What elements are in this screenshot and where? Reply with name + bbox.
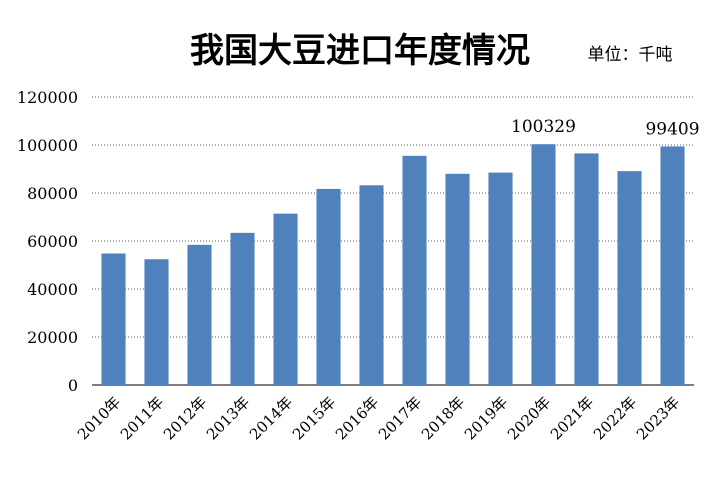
x-tick-label: 2017年: [375, 393, 425, 443]
chart-title: 我国大豆进口年度情况: [190, 31, 530, 71]
x-tick-label: 2020年: [504, 393, 554, 443]
y-tick-label: 40000: [27, 280, 78, 299]
unit-label: 单位：千吨: [588, 45, 673, 65]
bar: [316, 188, 341, 385]
x-tick-label: 2010年: [74, 393, 124, 443]
bar: [617, 171, 642, 385]
bar: [230, 232, 255, 385]
bar: [660, 146, 685, 385]
data-label: 100329: [511, 117, 576, 137]
x-axis-ticks: 2010年2011年2012年2013年2014年2015年2016年2017年…: [74, 393, 683, 443]
y-tick-label: 20000: [27, 328, 78, 347]
y-tick-label: 120000: [17, 88, 78, 107]
x-tick-label: 2021年: [547, 393, 597, 443]
bars: [101, 144, 685, 385]
bar: [144, 259, 169, 385]
bar: [359, 185, 384, 385]
bar: [445, 173, 470, 385]
x-tick-label: 2022年: [590, 393, 640, 443]
bar: [531, 144, 556, 385]
bar: [574, 153, 599, 385]
x-tick-label: 2012年: [160, 393, 210, 443]
x-tick-label: 2013年: [203, 393, 253, 443]
x-tick-label: 2011年: [117, 393, 167, 443]
y-axis-ticks: 0 20000 40000 60000 80000 100000 120000: [17, 88, 78, 395]
y-tick-label: 100000: [17, 136, 78, 155]
data-labels: 100329 99409: [511, 117, 700, 139]
y-tick-label: 0: [68, 376, 78, 395]
x-tick-label: 2018年: [418, 393, 468, 443]
x-tick-label: 2016年: [332, 393, 382, 443]
bar: [101, 253, 126, 385]
x-tick-label: 2019年: [461, 393, 511, 443]
y-tick-label: 80000: [27, 184, 78, 203]
bar: [187, 244, 212, 385]
x-tick-label: 2015年: [289, 393, 339, 443]
gridlines: [92, 96, 694, 386]
x-tick-label: 2023年: [633, 393, 683, 443]
y-tick-label: 60000: [27, 232, 78, 251]
bar: [488, 172, 513, 385]
data-label: 99409: [645, 119, 699, 139]
bar: [402, 155, 427, 385]
x-tick-label: 2014年: [246, 393, 296, 443]
bar: [273, 213, 298, 385]
